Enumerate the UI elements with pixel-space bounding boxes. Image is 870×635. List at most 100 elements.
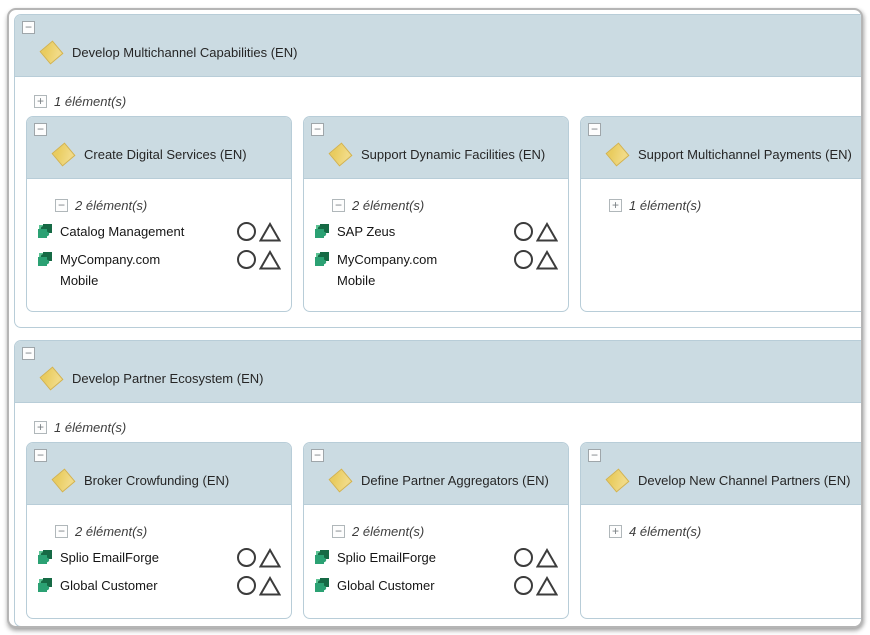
item-list: Splio EmailForge	[37, 547, 281, 596]
capability-diamond-icon	[605, 468, 630, 493]
collapse-icon[interactable]: −	[311, 449, 324, 462]
list-item[interactable]: Splio EmailForge	[37, 547, 281, 568]
application-puzzle-icon	[315, 550, 329, 564]
expand-icon[interactable]: +	[609, 199, 622, 212]
panel-header[interactable]: − Develop Multichannel Capabilities (EN)	[15, 15, 861, 77]
capability-panel-develop-new-channel-partners: − Develop New Channel Partners (EN) + 4 …	[580, 442, 861, 619]
list-item[interactable]: Catalog Management	[37, 221, 281, 242]
list-item[interactable]: Global Customer	[314, 575, 558, 596]
list-item[interactable]: MyCompany.com Mobile	[37, 249, 281, 291]
panel-title: Develop Multichannel Capabilities (EN)	[72, 45, 298, 60]
collapse-icon[interactable]: −	[311, 123, 324, 136]
item-label: Catalog Management	[60, 224, 185, 239]
element-count-row: − 2 élément(s)	[55, 524, 291, 539]
element-count-row: + 4 élément(s)	[609, 524, 861, 539]
application-puzzle-icon	[38, 252, 52, 266]
triangle-icon[interactable]	[259, 222, 281, 242]
collapse-icon[interactable]: −	[22, 21, 35, 34]
panel-header[interactable]: − Support Multichannel Payments (EN)	[581, 117, 861, 179]
application-puzzle-icon	[315, 252, 329, 266]
capability-diamond-icon	[51, 142, 76, 167]
application-puzzle-icon	[315, 224, 329, 238]
capability-panel-multichannel: − Develop Multichannel Capabilities (EN)…	[14, 14, 861, 328]
collapse-icon[interactable]: −	[22, 347, 35, 360]
circle-icon[interactable]	[237, 250, 256, 269]
collapse-icon[interactable]: −	[332, 525, 345, 538]
circle-icon[interactable]	[514, 576, 533, 595]
capability-panel-broker-crowfunding: − Broker Crowfunding (EN) − 2 élément(s)	[26, 442, 292, 619]
application-puzzle-icon	[38, 224, 52, 238]
window-frame: − Develop Multichannel Capabilities (EN)…	[7, 8, 863, 628]
panel-header[interactable]: − Define Partner Aggregators (EN)	[304, 443, 568, 505]
panel-header[interactable]: − Support Dynamic Facilities (EN)	[304, 117, 568, 179]
circle-icon[interactable]	[514, 548, 533, 567]
collapse-icon[interactable]: −	[34, 123, 47, 136]
panel-title: Define Partner Aggregators (EN)	[361, 473, 549, 488]
triangle-icon[interactable]	[536, 222, 558, 242]
list-item[interactable]: SAP Zeus	[314, 221, 558, 242]
circle-icon[interactable]	[237, 548, 256, 567]
element-count-row: − 2 élément(s)	[55, 198, 291, 213]
application-puzzle-icon	[38, 550, 52, 564]
inner-panel-row: − Create Digital Services (EN) − 2 éléme…	[26, 116, 861, 312]
panel-header[interactable]: − Develop New Channel Partners (EN)	[581, 443, 861, 505]
panel-title: Develop Partner Ecosystem (EN)	[72, 371, 264, 386]
capability-panel-create-digital-services: − Create Digital Services (EN) − 2 éléme…	[26, 116, 292, 312]
capability-panel-define-partner-aggregators: − Define Partner Aggregators (EN) − 2 él…	[303, 442, 569, 619]
expand-icon[interactable]: +	[609, 525, 622, 538]
triangle-icon[interactable]	[259, 250, 281, 270]
element-count-label: 4 élément(s)	[629, 524, 702, 539]
element-count-row: + 1 élément(s)	[34, 94, 861, 109]
triangle-icon[interactable]	[259, 548, 281, 568]
panel-header[interactable]: − Create Digital Services (EN)	[27, 117, 291, 179]
element-count-label: 1 élément(s)	[629, 198, 702, 213]
panel-header[interactable]: − Broker Crowfunding (EN)	[27, 443, 291, 505]
item-label: Global Customer	[337, 578, 435, 593]
panel-header[interactable]: − Develop Partner Ecosystem (EN)	[15, 341, 861, 403]
inner-panel-row: − Broker Crowfunding (EN) − 2 élément(s)	[26, 442, 861, 619]
item-label: MyCompany.com Mobile	[60, 252, 161, 288]
circle-icon[interactable]	[514, 250, 533, 269]
item-list: Splio EmailForge	[314, 547, 558, 596]
list-item[interactable]: Global Customer	[37, 575, 281, 596]
circle-icon[interactable]	[237, 576, 256, 595]
collapse-icon[interactable]: −	[55, 199, 68, 212]
panel-title: Support Dynamic Facilities (EN)	[361, 147, 546, 162]
item-list: Catalog Management	[37, 221, 281, 291]
element-count-label: 1 élément(s)	[54, 94, 127, 109]
element-count-label: 2 élément(s)	[352, 198, 425, 213]
panel-title: Support Multichannel Payments (EN)	[638, 147, 852, 162]
collapse-icon[interactable]: −	[588, 449, 601, 462]
element-count-label: 2 élément(s)	[75, 524, 148, 539]
triangle-icon[interactable]	[536, 576, 558, 596]
element-count-label: 1 élément(s)	[54, 420, 127, 435]
expand-icon[interactable]: +	[34, 421, 47, 434]
panel-title: Broker Crowfunding (EN)	[84, 473, 230, 488]
capability-diamond-icon	[39, 366, 64, 391]
capability-diamond-icon	[39, 40, 64, 65]
element-count-row: − 2 élément(s)	[332, 524, 568, 539]
collapse-icon[interactable]: −	[588, 123, 601, 136]
item-label: MyCompany.com Mobile	[337, 252, 438, 288]
list-item[interactable]: Splio EmailForge	[314, 547, 558, 568]
circle-icon[interactable]	[514, 222, 533, 241]
triangle-icon[interactable]	[259, 576, 281, 596]
item-label: SAP Zeus	[337, 224, 396, 239]
capability-diamond-icon	[605, 142, 630, 167]
capability-panel-support-multichannel-payments: − Support Multichannel Payments (EN) + 1…	[580, 116, 861, 312]
item-label: Splio EmailForge	[337, 550, 436, 565]
circle-icon[interactable]	[237, 222, 256, 241]
element-count-row: − 2 élément(s)	[332, 198, 568, 213]
collapse-icon[interactable]: −	[332, 199, 345, 212]
item-label: Global Customer	[60, 578, 158, 593]
item-list: SAP Zeus	[314, 221, 558, 291]
panel-title: Develop New Channel Partners (EN)	[638, 473, 851, 488]
expand-icon[interactable]: +	[34, 95, 47, 108]
collapse-icon[interactable]: −	[55, 525, 68, 538]
list-item[interactable]: MyCompany.com Mobile	[314, 249, 558, 291]
triangle-icon[interactable]	[536, 548, 558, 568]
triangle-icon[interactable]	[536, 250, 558, 270]
element-count-row: + 1 élément(s)	[34, 420, 861, 435]
element-count-label: 2 élément(s)	[352, 524, 425, 539]
collapse-icon[interactable]: −	[34, 449, 47, 462]
